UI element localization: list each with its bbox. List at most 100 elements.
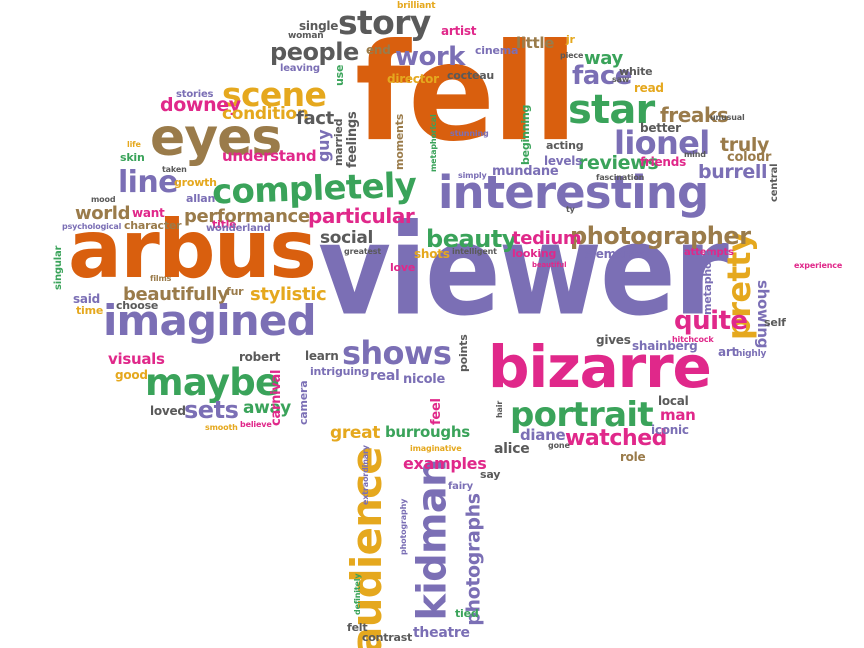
- word: good: [115, 368, 148, 382]
- word: story: [338, 3, 431, 42]
- word: psychological: [62, 222, 122, 231]
- word: cinema: [475, 44, 519, 57]
- word: lionel: [614, 124, 710, 162]
- word: saw: [612, 75, 630, 84]
- word: quite: [674, 306, 748, 336]
- word: end: [366, 43, 391, 57]
- word: learn: [305, 349, 339, 363]
- word: elements: [584, 247, 645, 261]
- word: artist: [441, 24, 477, 38]
- word: arbus: [68, 203, 317, 296]
- word: condition: [222, 104, 309, 124]
- word: contrast: [362, 631, 413, 644]
- word: sets: [184, 396, 239, 424]
- word: fur: [226, 285, 244, 298]
- word: loved: [150, 404, 186, 418]
- word: jr: [566, 33, 575, 46]
- word: people: [270, 38, 359, 66]
- word: acting: [546, 139, 584, 152]
- word: freaks: [660, 103, 729, 127]
- word: woman: [288, 31, 324, 41]
- word: intriguing: [310, 365, 370, 378]
- word: feelings: [345, 111, 360, 168]
- word: visuals: [108, 350, 165, 368]
- word: say: [480, 468, 501, 481]
- word: truly: [720, 134, 769, 156]
- word: levels: [544, 154, 583, 168]
- word: use: [333, 64, 346, 86]
- word: felt: [347, 621, 368, 634]
- word: viewer: [318, 198, 729, 344]
- word: experience: [794, 261, 843, 270]
- word: carnival: [269, 369, 284, 426]
- word: shots: [414, 247, 450, 261]
- word: director: [387, 72, 439, 86]
- word: hair: [495, 400, 504, 418]
- word: tedium: [512, 228, 582, 249]
- word: examples: [403, 454, 487, 473]
- word: central: [769, 163, 780, 202]
- word: camera: [297, 380, 310, 425]
- word: gone: [548, 441, 570, 450]
- word: growth: [174, 176, 217, 189]
- word: maybe: [145, 361, 280, 404]
- word: stylistic: [250, 284, 327, 305]
- word: want: [132, 206, 165, 220]
- word: better: [640, 121, 681, 135]
- word: extraordinary: [361, 445, 370, 505]
- word: cocteau: [447, 69, 495, 82]
- word: hitchcock: [672, 335, 714, 344]
- word: fact: [296, 108, 334, 129]
- word: nicole: [403, 372, 446, 387]
- word: allan: [186, 192, 216, 205]
- word: white: [619, 65, 653, 78]
- word: leaving: [280, 63, 320, 74]
- word: love: [390, 261, 416, 274]
- word: photographer: [570, 222, 751, 250]
- word: understand: [222, 147, 317, 165]
- word: star: [568, 87, 655, 133]
- word: married: [332, 118, 345, 166]
- word: life: [127, 140, 141, 149]
- word: metaphors: [701, 250, 714, 315]
- word: mundane: [492, 164, 559, 179]
- word: choose: [116, 299, 159, 312]
- word: looking: [512, 247, 557, 260]
- word: role: [620, 450, 646, 464]
- word: great: [330, 423, 380, 443]
- word: mood: [91, 195, 116, 204]
- word: singular: [53, 245, 64, 290]
- word: films: [150, 274, 172, 283]
- word: photography: [399, 498, 408, 555]
- word: line: [118, 165, 178, 200]
- word: ty: [566, 205, 575, 214]
- word: moments: [393, 113, 406, 170]
- word: tied: [455, 607, 479, 620]
- word: imagined: [103, 296, 317, 345]
- word: skin: [120, 151, 145, 164]
- word: gives: [596, 333, 631, 347]
- word: alice: [494, 441, 530, 457]
- word: mind: [684, 150, 706, 159]
- word: reviews: [578, 152, 659, 174]
- word: guy: [314, 129, 333, 162]
- word: kidman: [409, 459, 456, 621]
- word: away: [243, 398, 291, 418]
- word: burrell: [698, 161, 768, 183]
- word: points: [457, 334, 470, 372]
- word: said: [73, 292, 100, 306]
- word: showing: [754, 280, 772, 349]
- word: theatre: [413, 625, 470, 641]
- word: scene: [222, 75, 327, 114]
- word: downey: [160, 94, 241, 116]
- word: watched: [565, 426, 667, 451]
- word: face: [572, 61, 632, 91]
- word: metaphorical: [429, 114, 438, 172]
- word: highly: [736, 349, 767, 359]
- word: particular: [308, 204, 415, 228]
- word: way: [584, 48, 623, 69]
- word: definitely: [353, 573, 362, 615]
- word: feel: [429, 398, 444, 425]
- word: art: [718, 345, 738, 359]
